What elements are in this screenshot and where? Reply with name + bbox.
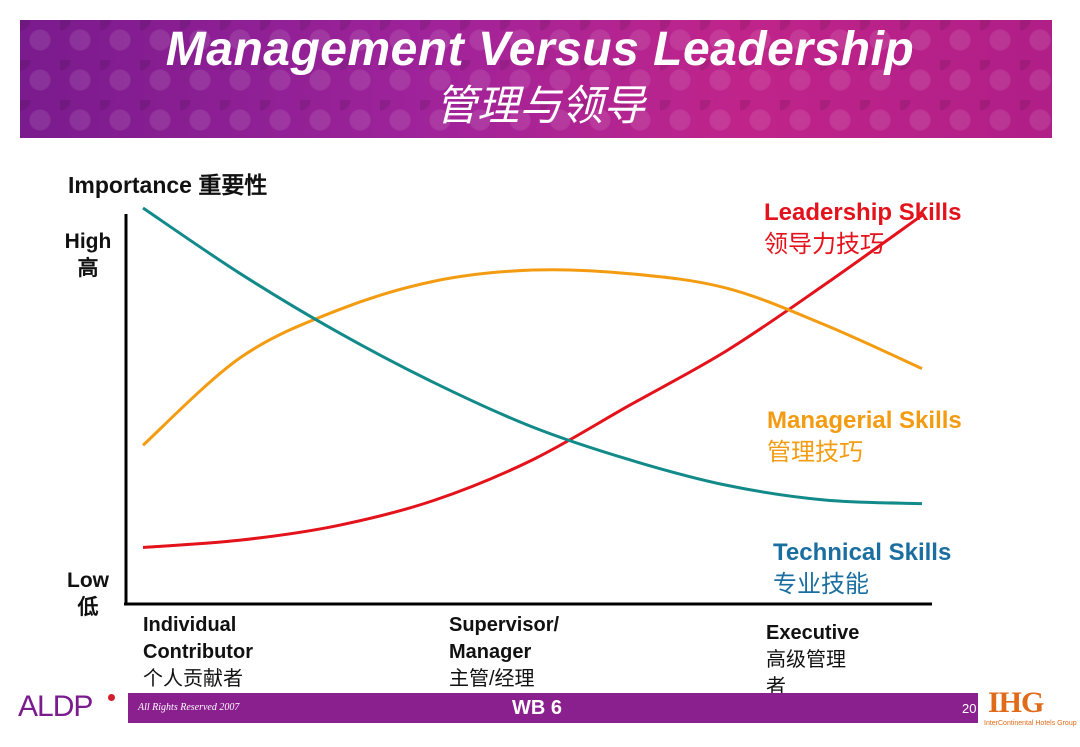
legend-leadership-zh: 领导力技巧: [764, 231, 884, 258]
legend-technical-zh: 专业技能: [773, 571, 869, 598]
y-tick-high: High 高: [58, 228, 118, 282]
x-category-individual: Individual Contributor 个人贡献者: [143, 612, 253, 693]
x-category-line: Manager: [449, 641, 532, 663]
aldp-logo: ALDP: [18, 690, 93, 723]
page-subtitle: 管理与领导: [434, 82, 645, 129]
y-tick-low-zh: 低: [77, 596, 99, 619]
x-category-executive: Executive 高级管理 者: [766, 620, 859, 701]
page-title: Management Versus Leadership: [165, 23, 915, 76]
x-category-line: Contributor: [143, 641, 253, 663]
footer-bar: [128, 693, 978, 723]
y-tick-low-en: Low: [67, 569, 109, 592]
x-category-line: 个人贡献者: [143, 668, 243, 690]
x-category-line: Individual: [143, 614, 237, 636]
title-banner: [20, 20, 1052, 138]
footer-workbook: WB 6: [512, 697, 562, 719]
ihg-logo-subtitle: InterContinental Hotels Group: [984, 720, 1077, 727]
series-line-technical: [142, 206, 923, 506]
legend-leadership-en: Leadership Skills: [764, 199, 962, 226]
legend-managerial-en: Managerial Skills: [767, 407, 962, 434]
legend-leadership: Leadership Skills 领导力技巧: [764, 197, 961, 261]
legend-managerial: Managerial Skills 管理技巧: [767, 405, 962, 469]
y-tick-high-zh: 高: [77, 257, 99, 280]
y-tick-high-en: High: [64, 230, 112, 253]
x-category-line: 者: [766, 676, 786, 698]
x-category-line: Supervisor/: [449, 614, 560, 636]
legend-technical-en: Technical Skills: [773, 539, 952, 566]
x-category-line: 主管/经理: [449, 668, 535, 690]
x-category-supervisor: Supervisor/ Manager 主管/经理: [449, 612, 559, 693]
legend-technical: Technical Skills 专业技能: [773, 537, 951, 601]
footer-copyright: All Rights Reserved 2007: [138, 702, 240, 713]
y-axis-title: Importance 重要性: [68, 172, 268, 198]
x-category-line: 高级管理: [766, 649, 846, 671]
ihg-logo: IHG: [988, 686, 1044, 719]
footer-page-number: 20: [962, 701, 977, 716]
x-category-line: Executive: [766, 622, 860, 644]
series-line-leadership: [142, 214, 923, 549]
series-line-managerial: [141, 268, 923, 447]
aldp-logo-dot: [108, 694, 115, 701]
legend-managerial-zh: 管理技巧: [767, 439, 863, 466]
y-tick-low: Low 低: [58, 567, 118, 621]
